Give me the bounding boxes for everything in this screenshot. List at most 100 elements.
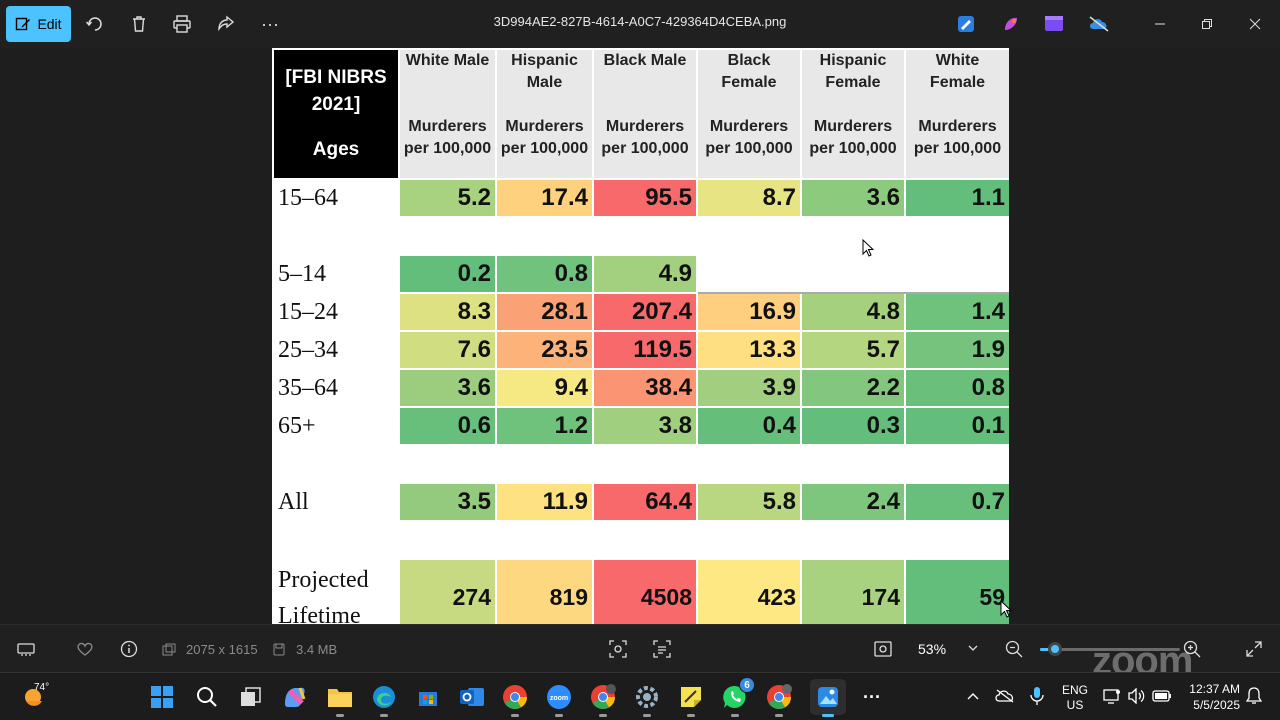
mouse-cursor-icon xyxy=(1000,600,1012,618)
text-scan-icon[interactable] xyxy=(650,637,674,661)
table-cell: 3.8 xyxy=(592,406,698,446)
system-clock[interactable]: 12:37 AM 5/5/2025 xyxy=(1182,681,1240,713)
filmstrip-icon[interactable] xyxy=(14,637,38,661)
chrome-icon[interactable] xyxy=(501,683,529,717)
edit-button[interactable]: Edit xyxy=(6,6,71,42)
display-icon[interactable] xyxy=(1102,685,1122,707)
minimize-icon[interactable] xyxy=(1148,12,1172,36)
rotate-icon[interactable] xyxy=(83,12,107,36)
outlook-icon[interactable] xyxy=(458,683,486,711)
table-spacer-row xyxy=(272,216,1009,256)
zoom-dropdown[interactable]: 53% xyxy=(905,635,985,663)
fullscreen-icon[interactable] xyxy=(1242,637,1266,661)
table-row: 15–64 5.2 17.4 95.5 8.7 3.6 1.1 xyxy=(272,178,1009,218)
table-cell: 423 xyxy=(696,558,802,624)
settings-icon[interactable] xyxy=(633,683,661,717)
more-options-icon[interactable]: ··· xyxy=(261,13,279,34)
table-cell: 16.9 xyxy=(696,292,802,332)
table-row: 35–64 3.6 9.4 38.4 3.9 2.2 0.8 xyxy=(272,368,1009,408)
table-cell: 3.5 xyxy=(398,482,497,522)
image-canvas[interactable]: [FBI NIBRS 2021] Ages White Male Murderer… xyxy=(0,48,1280,624)
table-row: 25–34 7.6 23.5 119.5 13.3 5.7 1.9 xyxy=(272,330,1009,370)
table-empty-cell xyxy=(696,444,802,484)
chrome-profile-icon[interactable] xyxy=(589,683,617,717)
row-label xyxy=(272,444,400,484)
table-cell: 5.7 xyxy=(800,330,906,370)
more-apps-icon[interactable]: ··· xyxy=(863,686,881,707)
share-icon[interactable] xyxy=(214,12,238,36)
table-cell: 1.2 xyxy=(495,406,594,446)
table-empty-cell xyxy=(495,216,594,256)
title-bar: Edit ··· 3D994AE2-827B-4614-A0C7-429364D… xyxy=(0,0,1280,48)
table-cell: 28.1 xyxy=(495,292,594,332)
info-icon[interactable] xyxy=(117,637,141,661)
copilot-icon[interactable] xyxy=(281,683,309,711)
table-cell: 0.1 xyxy=(904,406,1009,446)
favorite-icon[interactable] xyxy=(73,637,97,661)
zoom-slider-thumb[interactable] xyxy=(1048,642,1063,656)
table-empty-cell xyxy=(398,444,497,484)
paint-icon[interactable] xyxy=(999,12,1023,36)
whatsapp-icon[interactable]: 6 xyxy=(721,677,755,717)
table-header-row: [FBI NIBRS 2021] Ages White Male Murderer… xyxy=(272,48,1009,180)
table-cell: 95.5 xyxy=(592,178,698,218)
table-cell: 1.4 xyxy=(904,292,1009,332)
language-indicator[interactable]: ENG US xyxy=(1062,683,1088,713)
row-label: 35–64 xyxy=(272,368,400,408)
notifications-icon[interactable] xyxy=(1244,685,1264,707)
table-cell: 0.6 xyxy=(398,406,497,446)
table-cell: 8.7 xyxy=(696,178,802,218)
table-empty-cell xyxy=(696,254,801,294)
sticky-notes-icon[interactable] xyxy=(677,683,705,717)
zoom-in-icon[interactable] xyxy=(1180,637,1204,661)
table-spacer-row xyxy=(272,444,1009,484)
microphone-icon[interactable] xyxy=(1027,685,1047,707)
table-cell: 0.2 xyxy=(398,254,497,294)
clipchamp-icon[interactable] xyxy=(1042,12,1066,36)
visual-search-icon[interactable] xyxy=(606,637,630,661)
table-cell: 0.7 xyxy=(904,482,1009,522)
table-cell: 2.2 xyxy=(800,368,906,408)
start-icon[interactable] xyxy=(148,683,176,711)
language-code: ENG xyxy=(1062,683,1089,697)
chevron-down-icon xyxy=(968,645,978,651)
table-body: 15–64 5.2 17.4 95.5 8.7 3.6 1.1 5–14 0.2 0.8 4.9 15… xyxy=(272,178,1009,624)
delete-icon[interactable] xyxy=(127,12,151,36)
tray-chevron-up-icon[interactable] xyxy=(963,685,983,707)
close-icon[interactable] xyxy=(1243,12,1267,36)
weather-temp: 74° xyxy=(34,682,50,693)
photos-icon[interactable] xyxy=(810,679,846,717)
zoom-slider[interactable] xyxy=(1040,642,1180,656)
image-dimensions: 2075 x 1615 xyxy=(186,642,258,657)
file-explorer-icon[interactable] xyxy=(326,683,354,717)
zoom-app-icon[interactable]: zoom xyxy=(545,683,573,717)
weather-sun-icon[interactable] xyxy=(20,681,50,711)
displayed-image: [FBI NIBRS 2021] Ages White Male Murderer… xyxy=(272,48,1009,624)
row-label xyxy=(272,520,400,560)
dimensions-icon xyxy=(162,643,176,656)
table-cell: 174 xyxy=(800,558,906,624)
table-cell: 4508 xyxy=(592,558,698,624)
store-icon[interactable] xyxy=(414,683,442,711)
onedrive-off-icon[interactable] xyxy=(1087,12,1111,36)
table-cell: 0.8 xyxy=(904,368,1009,408)
file-size: 3.4 MB xyxy=(296,642,338,657)
table-empty-cell xyxy=(800,216,906,256)
volume-icon[interactable] xyxy=(1127,685,1147,707)
print-icon[interactable] xyxy=(170,12,194,36)
edge-icon[interactable] xyxy=(370,683,398,717)
table-empty-cell xyxy=(904,216,1009,256)
zoom-out-icon[interactable] xyxy=(1002,637,1026,661)
task-view-icon[interactable] xyxy=(237,683,265,711)
battery-icon[interactable] xyxy=(1152,685,1172,707)
designer-icon[interactable] xyxy=(954,12,978,36)
row-label: 5–14 xyxy=(272,254,400,294)
chrome-profile-2-icon[interactable] xyxy=(765,683,793,717)
murder-rate-table: [FBI NIBRS 2021] Ages White Male Murderer… xyxy=(272,48,1009,624)
column-header: White Male Murderers per 100,000 xyxy=(398,48,497,180)
actual-size-icon[interactable] xyxy=(871,637,895,661)
table-empty-cell xyxy=(495,444,594,484)
search-icon[interactable] xyxy=(193,683,221,711)
restore-icon[interactable] xyxy=(1195,12,1219,36)
onedrive-icon[interactable] xyxy=(995,685,1015,707)
